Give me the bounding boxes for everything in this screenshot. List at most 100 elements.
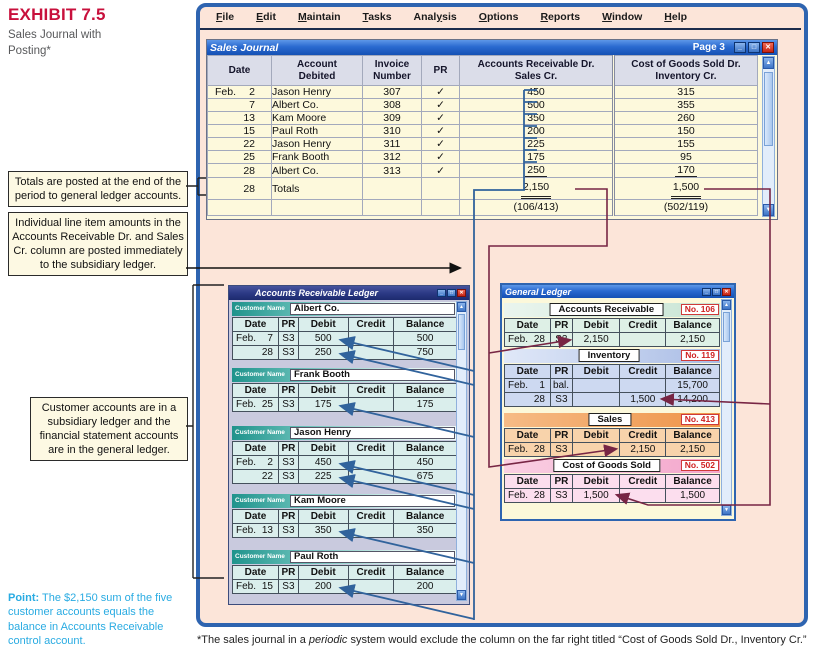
debit-cell: 225 xyxy=(297,469,349,484)
ledger-header-row: Date PR Debit Credit Balance xyxy=(504,428,720,443)
ledger-row: Feb. 28 S3 1,500 1,500 xyxy=(504,488,720,503)
customer-name-input[interactable]: Frank Booth xyxy=(290,369,455,381)
menu-item-analysis[interactable]: Analysis xyxy=(413,11,457,23)
customer-ledger-table: Date PR Debit Credit Balance Feb. 13 S3 3… xyxy=(232,509,457,538)
credit-cell: 2,150 xyxy=(619,442,667,457)
annotation-subsidiary-ledger: Customer accounts are in a subsidiary le… xyxy=(30,397,188,462)
gl-account-table: Date PR Debit Credit Balance Feb. 1 bal. … xyxy=(504,364,720,407)
customer-account-section: Customer Name Albert Co. Date PR Debit C… xyxy=(232,302,457,360)
page-indicator: Page 3 xyxy=(692,42,725,53)
customer-name-input[interactable]: Jason Henry xyxy=(290,427,455,439)
column-header-pr: PR xyxy=(549,428,573,443)
column-header-debit: Debit xyxy=(571,364,621,379)
maximize-button[interactable]: □ xyxy=(712,287,721,296)
scroll-up-button[interactable]: ▲ xyxy=(763,57,774,69)
ledger-row: Feb. 7 S3 500 500 xyxy=(232,331,457,346)
accounts-receivable-ledger-window: Accounts Receivable Ledger _ □ ✕ Custome… xyxy=(228,285,470,605)
column-header-invoice: Invoice Number xyxy=(362,55,422,86)
column-header-pr: PR xyxy=(549,318,573,333)
customer-name-label: Customer Name xyxy=(235,497,285,504)
journal-row: 7 Albert Co. 308 ✓ 500 355 xyxy=(207,98,758,112)
balance-cell: 750 xyxy=(393,345,457,360)
close-button[interactable]: ✕ xyxy=(762,42,774,53)
gl-account-banner: Cost of Goods Sold No. 502 xyxy=(504,459,720,473)
menu-item-file[interactable]: File xyxy=(216,11,235,23)
column-header-debit: Debit xyxy=(297,441,349,456)
pr-check-cell: ✓ xyxy=(421,150,460,164)
column-header-credit: Credit xyxy=(619,364,667,379)
balance-cell: 14,200 xyxy=(665,392,720,407)
pr-check-cell: ✓ xyxy=(421,124,460,138)
column-header-debit: Debit xyxy=(571,428,621,443)
column-header-debit: Debit xyxy=(297,317,349,332)
menu-item-options[interactable]: Options xyxy=(478,11,519,23)
debit-cell xyxy=(571,392,621,407)
scrollbar-thumb[interactable] xyxy=(723,312,730,342)
scrollbar-thumb[interactable] xyxy=(458,314,465,350)
gl-account-table: Date PR Debit Credit Balance Feb. 28 S3 2… xyxy=(504,428,720,457)
customer-name-label: Customer Name xyxy=(235,371,285,378)
menu-item-edit[interactable]: Edit xyxy=(256,11,276,23)
cogs-amount-cell: 260 xyxy=(612,111,758,125)
ledger-header-row: Date PR Debit Credit Balance xyxy=(504,364,720,379)
pr-cell: S3 xyxy=(277,469,299,484)
account-cell: Albert Co. xyxy=(271,98,363,112)
ledger-row: 22 S3 225 675 xyxy=(232,469,457,484)
customer-name-input[interactable]: Albert Co. xyxy=(290,303,455,315)
gl-account-banner: Accounts Receivable No. 106 xyxy=(504,303,720,317)
pr-check-cell: ✓ xyxy=(421,111,460,125)
menu-bar: File Edit Maintain Tasks Analysis Option… xyxy=(200,7,804,27)
scroll-down-button[interactable]: ▼ xyxy=(763,204,774,216)
customer-name-label: Customer Name xyxy=(235,553,285,560)
column-header-ar: Accounts Receivable Dr. Sales Cr. xyxy=(459,55,614,86)
menu-item-tasks[interactable]: Tasks xyxy=(362,11,392,23)
annotation-individual-posting: Individual line item amounts in the Acco… xyxy=(8,212,188,277)
close-button[interactable]: ✕ xyxy=(457,289,466,297)
scrollbar-thumb[interactable] xyxy=(764,72,773,146)
ar-ledger-scrollbar[interactable]: ▲ ▼ xyxy=(456,301,467,601)
date-cell: 13 xyxy=(207,111,272,125)
credit-cell xyxy=(347,345,395,360)
ledger-row: Feb. 28 S3 2,150 2,150 xyxy=(504,442,720,457)
menu-item-help[interactable]: Help xyxy=(664,11,688,23)
account-cell: Kam Moore xyxy=(271,111,363,125)
column-header-date: Date xyxy=(232,509,279,524)
ledger-row: 28 S3 250 750 xyxy=(232,345,457,360)
column-header-debit: Debit xyxy=(571,318,621,333)
balance-cell: 675 xyxy=(393,469,457,484)
cogs-amount-cell: 315 xyxy=(612,85,758,99)
column-header-balance: Balance xyxy=(393,565,457,580)
customer-name-banner: Customer Name Jason Henry xyxy=(232,426,457,440)
menu-item-window[interactable]: Window xyxy=(602,11,643,23)
scroll-down-button[interactable]: ▼ xyxy=(457,590,466,600)
column-header-date: Date xyxy=(232,383,279,398)
customer-name-label: Customer Name xyxy=(235,429,285,436)
minimize-button[interactable]: _ xyxy=(437,289,446,297)
customer-name-banner: Customer Name Frank Booth xyxy=(232,368,457,382)
journal-scrollbar[interactable]: ▲ ▼ xyxy=(762,56,775,217)
date-cell: Feb. 7 xyxy=(232,331,279,346)
menu-item-maintain[interactable]: Maintain xyxy=(297,11,341,23)
scroll-up-button[interactable]: ▲ xyxy=(722,300,731,310)
ledger-row: Feb. 2 S3 450 450 xyxy=(232,455,457,470)
column-header-debit: Debit xyxy=(571,474,621,489)
menu-item-reports[interactable]: Reports xyxy=(540,11,581,23)
scroll-up-button[interactable]: ▲ xyxy=(457,302,466,312)
maximize-button[interactable]: □ xyxy=(748,42,760,53)
minimize-button[interactable]: _ xyxy=(734,42,746,53)
column-header-pr: PR xyxy=(549,474,573,489)
balance-cell: 2,150 xyxy=(665,442,720,457)
ar-amount-cell: 250 xyxy=(459,163,614,178)
maximize-button[interactable]: □ xyxy=(447,289,456,297)
scroll-down-button[interactable]: ▼ xyxy=(722,505,731,515)
minimize-button[interactable]: _ xyxy=(702,287,711,296)
point-note: Point: The $2,150 sum of the five custom… xyxy=(8,592,173,647)
ledger-header-row: Date PR Debit Credit Balance xyxy=(232,565,457,580)
cogs-amount-cell: 95 xyxy=(612,150,758,164)
balance-cell: 175 xyxy=(393,397,457,412)
general-ledger-scrollbar[interactable]: ▲ ▼ xyxy=(721,299,732,516)
date-cell: 25 xyxy=(207,150,272,164)
customer-name-input[interactable]: Kam Moore xyxy=(290,495,455,507)
close-button[interactable]: ✕ xyxy=(722,287,731,296)
customer-name-input[interactable]: Paul Roth xyxy=(290,551,455,563)
